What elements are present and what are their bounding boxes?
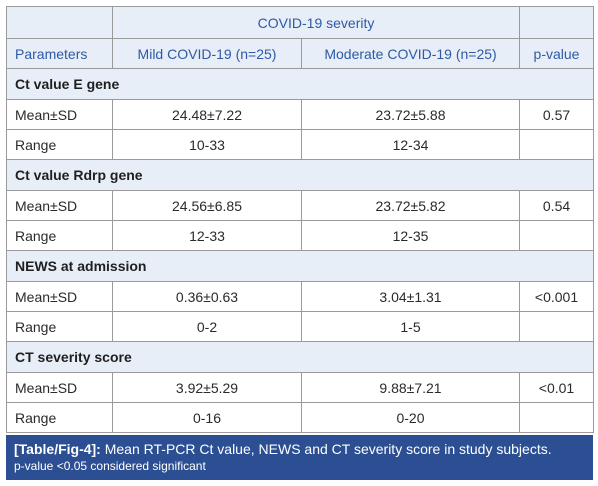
mild-value: 3.92±5.29 [112, 372, 302, 403]
mild-value: 10-33 [112, 129, 302, 160]
moderate-value: 12-34 [300, 129, 521, 160]
p-value: <0.001 [519, 281, 595, 312]
moderate-value: 23.72±5.88 [300, 99, 521, 130]
moderate-value: 1-5 [300, 311, 521, 342]
section-title: Ct value E gene [5, 68, 595, 100]
table-row: Range 0-2 1-5 [6, 311, 595, 342]
section-row: Ct value E gene [5, 68, 595, 100]
row-label: Mean±SD [6, 99, 113, 130]
p-value: <0.01 [519, 372, 595, 403]
p-value [519, 220, 595, 251]
row-label: Range [6, 129, 113, 160]
section-title: NEWS at admission [5, 250, 595, 282]
mild-value: 0-2 [112, 311, 302, 342]
column-header-moderate: Moderate COVID-19 (n=25) [300, 38, 521, 69]
row-label: Range [6, 311, 113, 342]
p-value [519, 402, 595, 433]
table-row: Mean±SD 24.48±7.22 23.72±5.88 0.57 [6, 99, 595, 130]
mild-value: 0-16 [112, 402, 302, 433]
group-header-covid-severity: COVID-19 severity [111, 6, 521, 39]
results-table: COVID-19 severity Parameters Mild COVID-… [5, 6, 595, 433]
header-empty-cell [6, 6, 113, 39]
caption-text: Mean RT-PCR Ct value, NEWS and CT severi… [100, 441, 552, 457]
column-header-mild: Mild COVID-19 (n=25) [112, 38, 302, 69]
row-label: Range [6, 402, 113, 433]
p-value: 0.57 [519, 99, 595, 130]
table-row: Range 0-16 0-20 [6, 402, 595, 433]
p-value [519, 129, 595, 160]
section-title: Ct value Rdrp gene [5, 159, 595, 191]
table-row: Range 12-33 12-35 [6, 220, 595, 251]
row-label: Mean±SD [6, 190, 113, 221]
row-label: Mean±SD [6, 372, 113, 403]
section-row: CT severity score [5, 341, 595, 373]
caption-line: [Table/Fig-4]: Mean RT-PCR Ct value, NEW… [14, 440, 585, 458]
section-row: NEWS at admission [5, 250, 595, 282]
row-label: Range [6, 220, 113, 251]
mild-value: 12-33 [112, 220, 302, 251]
caption-note: p-value <0.05 considered significant [14, 459, 206, 473]
table-caption: [Table/Fig-4]: Mean RT-PCR Ct value, NEW… [6, 435, 593, 480]
mild-value: 24.48±7.22 [112, 99, 302, 130]
mild-value: 24.56±6.85 [112, 190, 302, 221]
table-row: Range 10-33 12-34 [6, 129, 595, 160]
row-label: Mean±SD [6, 281, 113, 312]
moderate-value: 12-35 [300, 220, 521, 251]
header-empty-cell [519, 6, 595, 39]
mild-value: 0.36±0.63 [112, 281, 302, 312]
moderate-value: 3.04±1.31 [300, 281, 521, 312]
section-title: CT severity score [5, 341, 595, 373]
table-row: Mean±SD 3.92±5.29 9.88±7.21 <0.01 [6, 372, 595, 403]
p-value: 0.54 [519, 190, 595, 221]
moderate-value: 0-20 [300, 402, 521, 433]
caption-tag: [Table/Fig-4]: [14, 441, 101, 457]
moderate-value: 23.72±5.82 [300, 190, 521, 221]
section-row: Ct value Rdrp gene [5, 159, 595, 191]
table-row: Mean±SD 0.36±0.63 3.04±1.31 <0.001 [6, 281, 595, 312]
moderate-value: 9.88±7.21 [300, 372, 521, 403]
column-header-pvalue: p-value [519, 38, 595, 69]
table-row: Mean±SD 24.56±6.85 23.72±5.82 0.54 [6, 190, 595, 221]
p-value [519, 311, 595, 342]
column-header-parameters: Parameters [6, 38, 113, 69]
